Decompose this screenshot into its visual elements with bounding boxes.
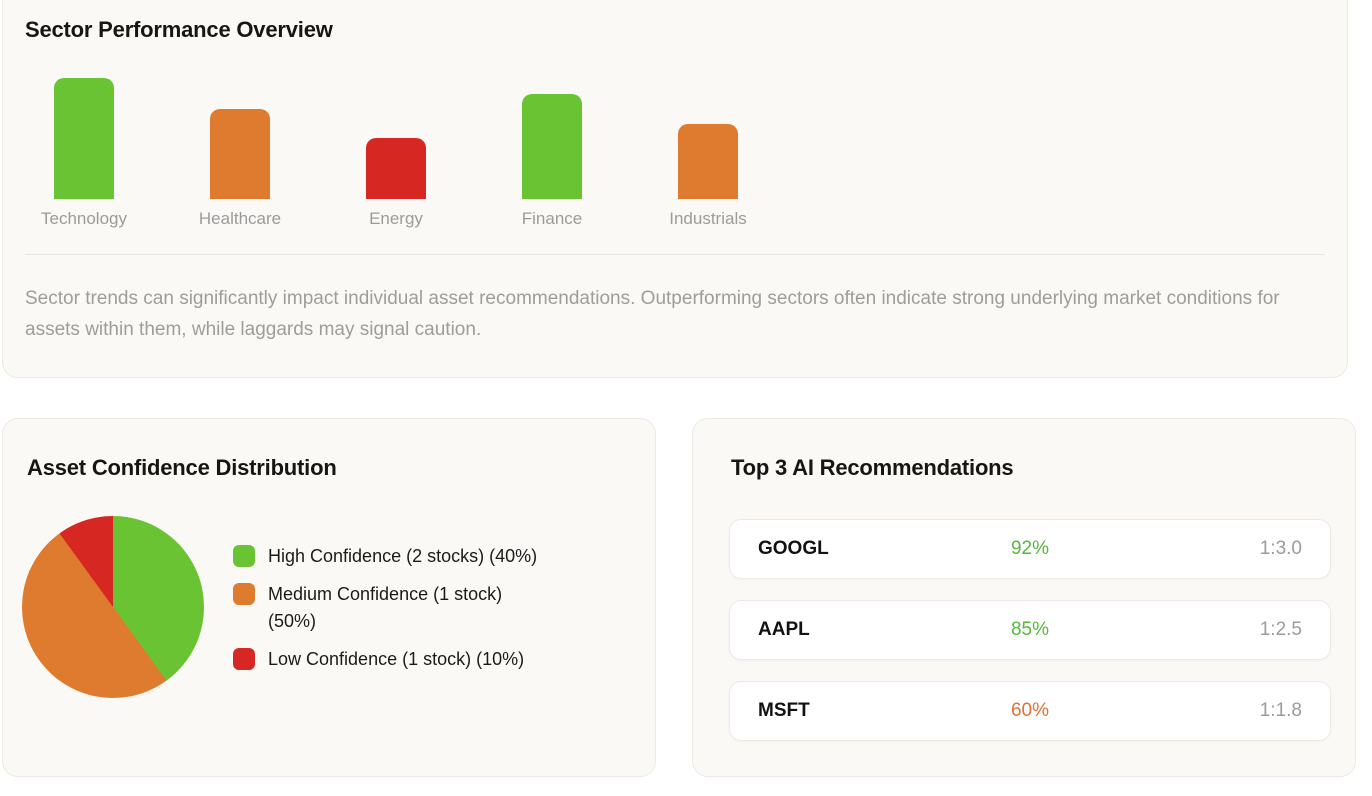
legend-swatch-red xyxy=(233,648,255,670)
ai-recommendations-card: Top 3 AI Recommendations GOOGL 92% 1:3.0… xyxy=(692,418,1356,777)
legend-label-high: High Confidence (2 stocks) (40%) xyxy=(268,546,538,566)
sector-performance-title: Sector Performance Overview xyxy=(25,17,333,42)
legend-label-medium: Medium Confidence (1 stock) (50%) xyxy=(268,584,503,631)
confidence-value: 60% xyxy=(1010,700,1050,721)
confidence-legend: High Confidence (2 stocks) (40%) Medium … xyxy=(233,543,537,673)
legend-label-low: Low Confidence (1 stock) (10%) xyxy=(268,649,525,669)
confidence-value: 92% xyxy=(1010,538,1050,559)
confidence-value: 85% xyxy=(1010,619,1050,640)
recommendation-row-googl[interactable]: GOOGL 92% 1:3.0 xyxy=(729,519,1331,579)
sector-bar-chart xyxy=(3,78,1347,199)
sector-bar-healthcare xyxy=(210,109,270,199)
bar-label-industrials: Industrials xyxy=(669,209,747,228)
ai-recommendations-title: Top 3 AI Recommendations xyxy=(731,455,1014,480)
sector-bar-labels: Technology Healthcare Energy Finance Ind… xyxy=(3,209,1347,231)
sector-bar-industrials xyxy=(678,124,738,199)
bar-label-energy: Energy xyxy=(369,209,423,228)
ticker-label: GOOGL xyxy=(758,538,829,559)
legend-item-medium: Medium Confidence (1 stock) (50%) xyxy=(233,581,537,635)
risk-reward-ratio: 1:2.5 xyxy=(1259,619,1302,640)
risk-reward-ratio: 1:1.8 xyxy=(1259,700,1302,721)
sector-bar-finance xyxy=(522,94,582,199)
recommendation-list: GOOGL 92% 1:3.0 AAPL 85% 1:2.5 MSFT 60% … xyxy=(729,519,1331,741)
recommendation-row-aapl[interactable]: AAPL 85% 1:2.5 xyxy=(729,600,1331,660)
legend-item-low: Low Confidence (1 stock) (10%) xyxy=(233,646,537,673)
bar-label-technology: Technology xyxy=(40,209,127,228)
ticker-label: MSFT xyxy=(758,700,810,721)
ticker-label: AAPL xyxy=(758,619,810,640)
legend-swatch-green xyxy=(233,545,255,567)
bar-label-healthcare: Healthcare xyxy=(198,209,282,228)
legend-item-high: High Confidence (2 stocks) (40%) xyxy=(233,543,537,570)
sector-performance-card: Sector Performance Overview Technology H… xyxy=(2,0,1348,378)
confidence-pie-chart xyxy=(22,516,204,698)
risk-reward-ratio: 1:3.0 xyxy=(1259,538,1302,559)
recommendation-row-msft[interactable]: MSFT 60% 1:1.8 xyxy=(729,681,1331,741)
divider xyxy=(25,254,1325,255)
asset-confidence-title: Asset Confidence Distribution xyxy=(27,455,337,480)
asset-confidence-card: Asset Confidence Distribution High Confi… xyxy=(2,418,656,777)
sector-bar-energy xyxy=(366,138,426,199)
legend-swatch-orange xyxy=(233,583,255,605)
bar-label-finance: Finance xyxy=(521,209,583,228)
sector-description: Sector trends can significantly impact i… xyxy=(25,288,1280,340)
sector-bar-technology xyxy=(54,78,114,199)
